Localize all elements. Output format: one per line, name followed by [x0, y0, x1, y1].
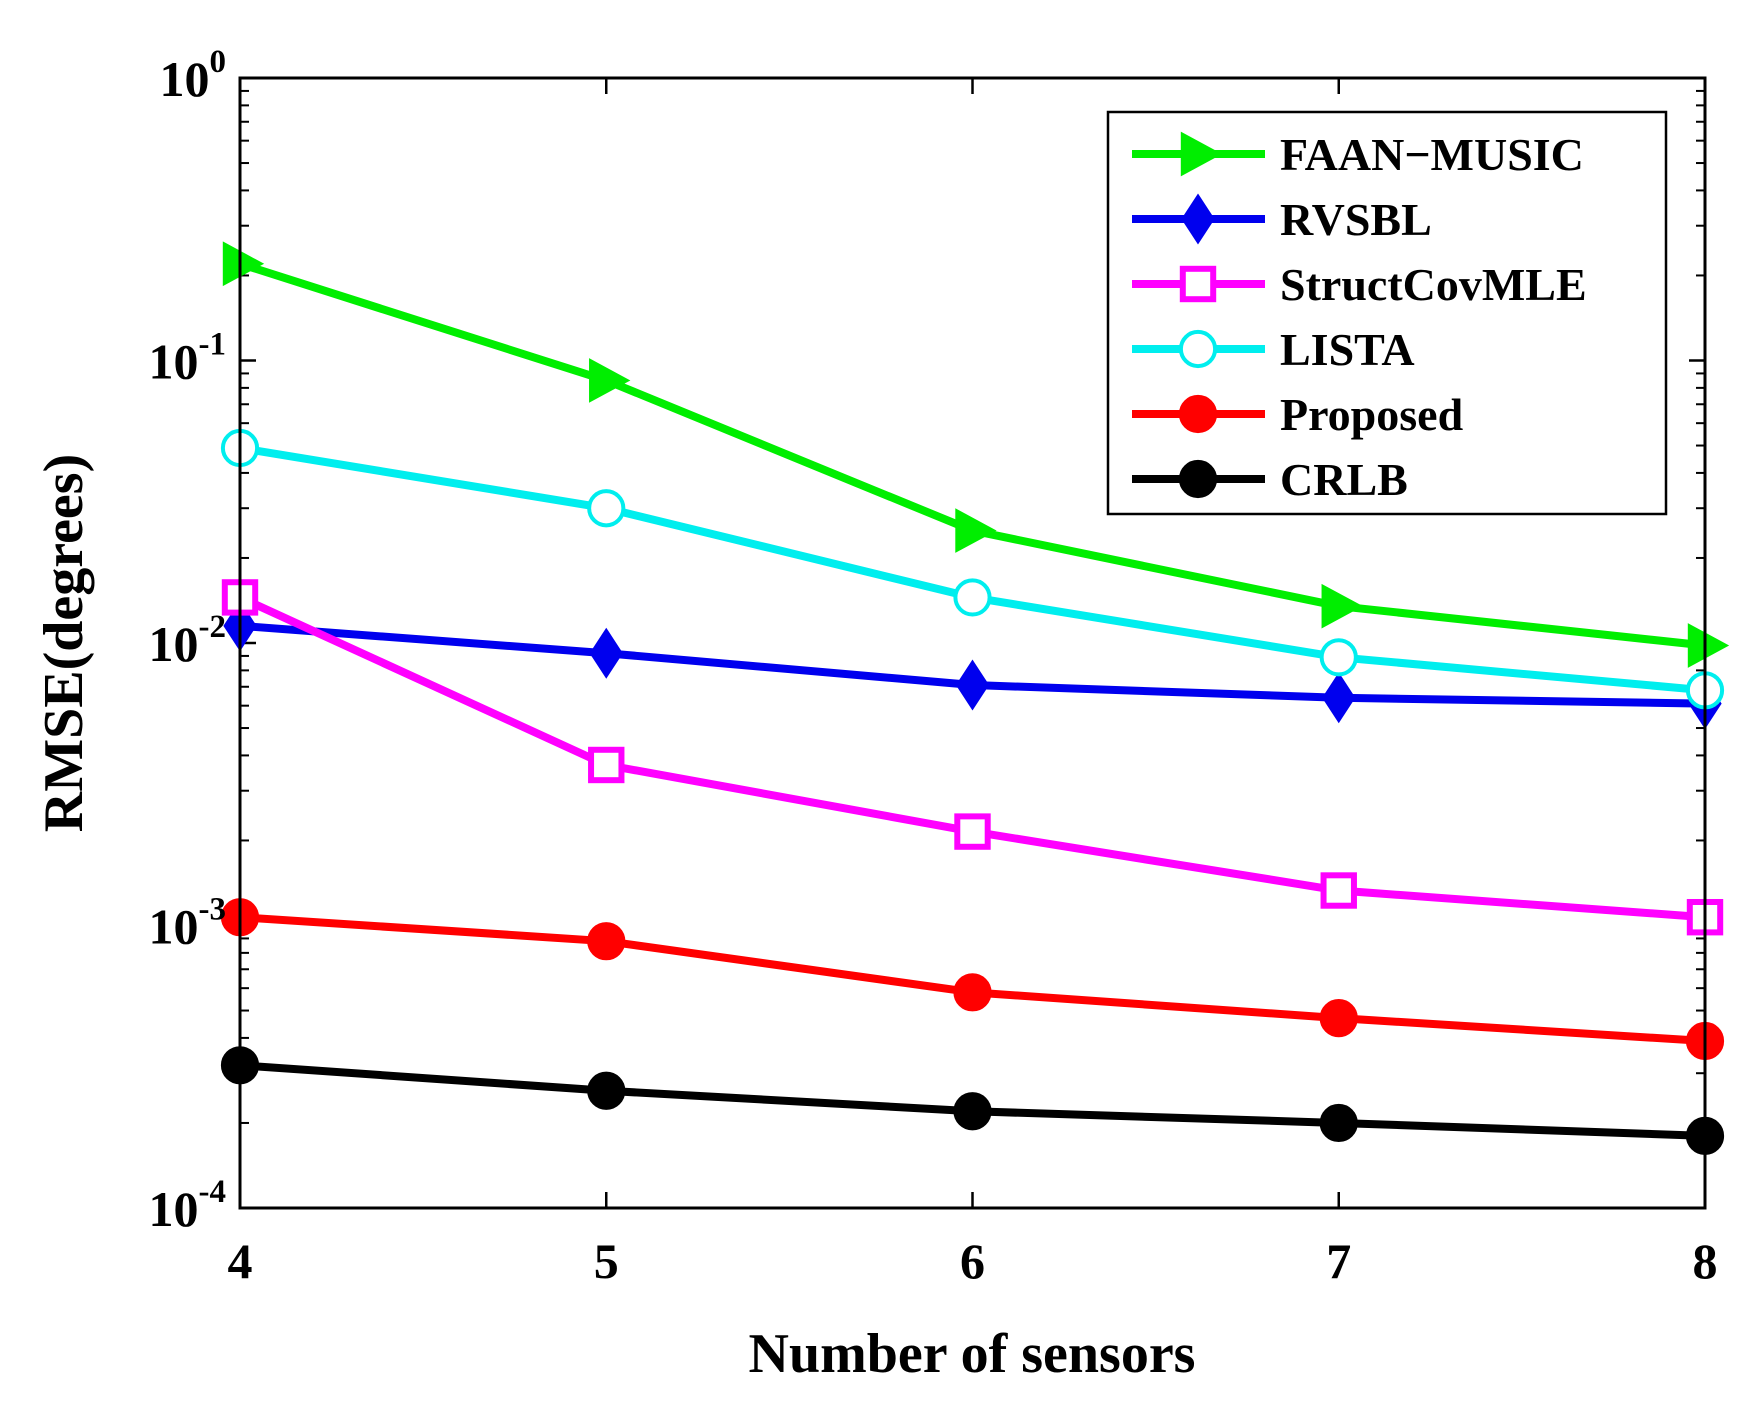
data-point: [1320, 872, 1357, 909]
data-point: [953, 973, 992, 1012]
x-tick-label: 6: [960, 1233, 985, 1289]
legend-item: CRLB: [1132, 454, 1408, 505]
legend-marker: [1181, 193, 1215, 245]
y-tick-label: 100: [160, 44, 227, 107]
legend-label: Proposed: [1280, 389, 1464, 440]
legend-label: FAAN−MUSIC: [1280, 129, 1584, 180]
legend-marker: [1179, 265, 1217, 303]
legend-item: StructCovMLE: [1132, 259, 1587, 310]
x-axis-label: Number of sensors: [749, 1323, 1196, 1385]
legend-box: [1106, 110, 1668, 516]
y-tick-label: 10-1: [149, 327, 227, 390]
legend-label: StructCovMLE: [1280, 259, 1587, 310]
y-tick-label: 10-2: [149, 609, 227, 672]
data-point: [589, 627, 623, 679]
data-point: [588, 746, 625, 784]
data-point: [222, 241, 265, 287]
legend-item: LISTA: [1132, 324, 1415, 375]
legend-marker: [1180, 131, 1223, 177]
data-point: [1322, 672, 1356, 724]
series-5: [220, 1046, 1725, 1155]
x-tick-label: 7: [1326, 1233, 1351, 1289]
data-point: [955, 659, 990, 711]
data-point: [953, 1092, 992, 1131]
data-point: [587, 922, 626, 961]
data-point: [589, 358, 631, 403]
series-lines: [220, 241, 1730, 1155]
x-tick-label: 8: [1693, 1233, 1718, 1289]
legend-label: RVSBL: [1280, 194, 1432, 245]
data-point: [587, 489, 626, 528]
legend-item: RVSBL: [1132, 193, 1432, 245]
legend-marker: [1178, 459, 1218, 499]
axes-box: [238, 76, 1707, 1210]
y-tick-label: 10-3: [149, 892, 227, 955]
legend-item: FAAN−MUSIC: [1132, 129, 1584, 180]
data-point: [587, 1071, 626, 1110]
series-3: [220, 428, 1725, 710]
x-tick-label: 5: [594, 1233, 619, 1289]
legend-marker: [1178, 394, 1218, 434]
x-tick-label: 4: [228, 1233, 253, 1289]
data-point: [1319, 999, 1358, 1038]
legend-item: Proposed: [1132, 389, 1464, 440]
series-0: [222, 241, 1730, 668]
y-axis-label: RMSE(degrees): [33, 454, 95, 832]
y-tick-label: 10-4: [149, 1174, 227, 1237]
legend: FAAN−MUSIC RVSBL StructCovMLE LISTA Proposed…: [1106, 110, 1668, 516]
data-point: [1687, 623, 1730, 668]
data-point: [953, 578, 992, 617]
data-point: [955, 508, 997, 553]
legend-label: LISTA: [1280, 324, 1415, 375]
legend-marker: [1178, 329, 1218, 369]
data-point: [1321, 583, 1363, 629]
data-point: [1319, 638, 1358, 677]
legend-label: CRLB: [1280, 454, 1408, 505]
tick-labels: 4 5 6 7 8 10-4 10-3 10-2 10-1 100: [149, 44, 1718, 1289]
data-point: [1319, 1103, 1358, 1143]
data-point: [954, 813, 991, 850]
